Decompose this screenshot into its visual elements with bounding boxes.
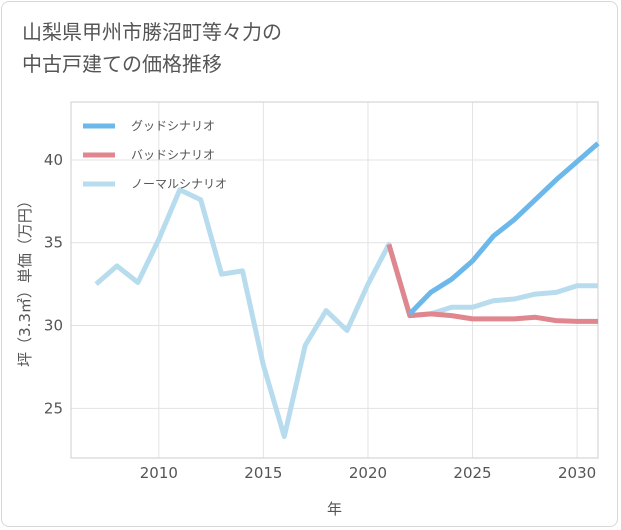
y-axis-label: 坪（3.3㎡）単価（万円） <box>16 193 34 367</box>
x-tick-label: 2020 <box>349 464 387 482</box>
y-tick-label: 25 <box>44 399 63 417</box>
legend-label: ノーマルシナリオ <box>131 177 227 191</box>
x-tick-label: 2010 <box>140 464 178 482</box>
series-line-2 <box>94 187 598 439</box>
plot-frame <box>70 101 599 459</box>
x-tick-label: 2025 <box>453 464 491 482</box>
y-tick-label: 40 <box>44 151 63 169</box>
x-axis-label: 年 <box>327 500 342 518</box>
x-tick-label: 2030 <box>558 464 596 482</box>
y-tick-label: 30 <box>44 317 63 335</box>
tick-labels: 2010 2015 2020 2025 2030 25 30 35 40 <box>44 151 596 482</box>
series-lines <box>94 141 600 439</box>
legend-label: バッドシナリオ <box>131 148 215 162</box>
y-tick-label: 35 <box>44 234 63 252</box>
legend-label: グッドシナリオ <box>131 119 215 133</box>
x-tick-label: 2015 <box>244 464 282 482</box>
series-line-0 <box>408 141 600 316</box>
series-line-1 <box>386 243 598 324</box>
chart-title: 山梨県甲州市勝沼町等々力の 中古戸建ての価格推移 <box>22 20 282 76</box>
